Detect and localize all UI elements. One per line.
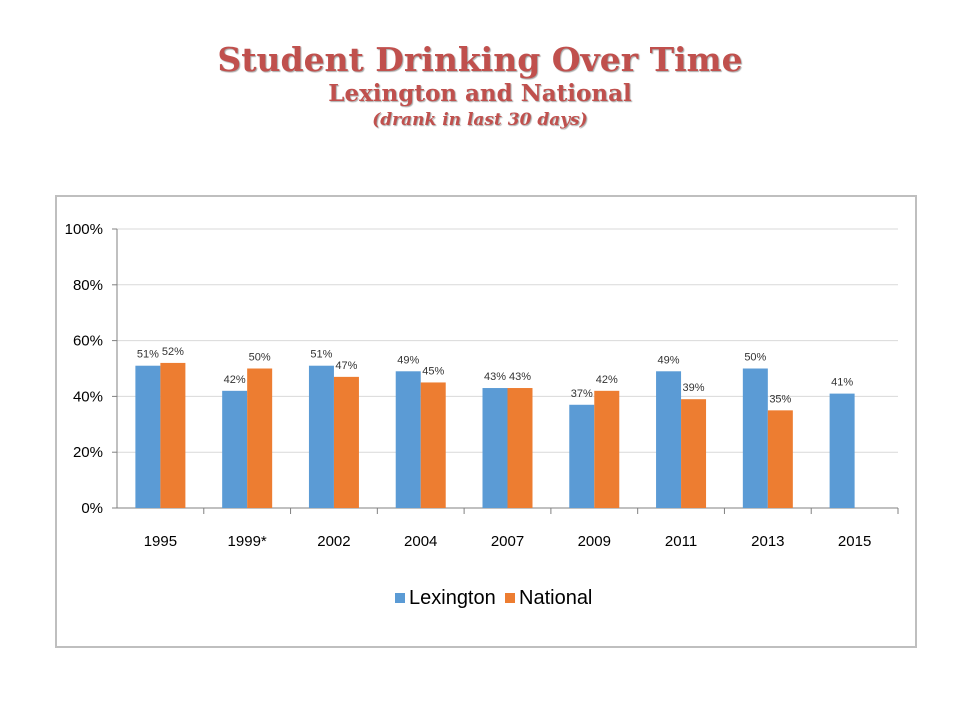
data-label: 49% [658,354,680,366]
data-label: 42% [596,374,618,386]
bar-lexington [308,365,334,508]
x-tick-label: 1995 [144,533,177,550]
bar-lexington [395,371,421,508]
x-tick-label: 1999* [228,533,267,550]
x-tick-label: 2002 [317,533,350,550]
chart-subtitle: Lexington and National [328,80,632,107]
data-label: 35% [769,393,791,405]
y-tick-label: 100% [65,221,103,238]
title-block: Student Drinking Over Time Lexington and… [0,40,960,132]
y-tick-label: 0% [81,500,103,517]
x-tick-label: 2011 [665,533,697,550]
x-tick-label: 2004 [404,533,437,550]
y-tick-label: 40% [73,388,103,405]
data-label: 50% [744,352,766,364]
data-label: 47% [335,360,357,372]
data-label: 51% [310,349,332,361]
data-label: 49% [397,354,419,366]
bar-national [507,388,533,508]
y-tick-label: 60% [73,333,103,350]
x-tick-label: 2007 [491,533,524,550]
y-tick-label: 20% [73,444,103,461]
bar-lexington [829,393,855,508]
data-label: 43% [509,371,531,383]
chart-title: Student Drinking Over Time [217,40,743,79]
data-label: 37% [571,388,593,400]
data-label: 51% [137,349,159,361]
x-tick-label: 2009 [578,533,611,550]
bar-lexington [482,388,508,508]
bar-lexington [222,390,248,508]
data-label: 52% [162,346,184,358]
bar-national [160,362,186,508]
bar-lexington [569,404,595,508]
bar-national [420,382,446,508]
chart-note: (drank in last 30 days) [372,110,588,130]
x-tick-label: 2013 [751,533,784,550]
data-label: 45% [422,365,444,377]
bar-national [681,399,707,508]
legend-swatch-national [505,593,515,603]
data-label: 42% [224,374,246,386]
data-label: 50% [249,352,271,364]
bar-national [767,410,793,508]
legend-label-national: National [519,587,592,609]
bar-lexington [135,365,161,508]
y-tick-label: 80% [73,277,103,294]
bar-national [247,368,273,508]
bar-lexington [656,371,682,508]
legend-swatch-lexington [395,593,405,603]
data-label: 43% [484,371,506,383]
bar-national [333,376,359,508]
bar-national [594,390,620,508]
data-label: 41% [831,377,853,389]
data-label: 39% [683,382,705,394]
legend-label-lexington: Lexington [409,587,496,609]
bar-lexington [742,368,768,508]
x-tick-label: 2015 [838,533,871,550]
